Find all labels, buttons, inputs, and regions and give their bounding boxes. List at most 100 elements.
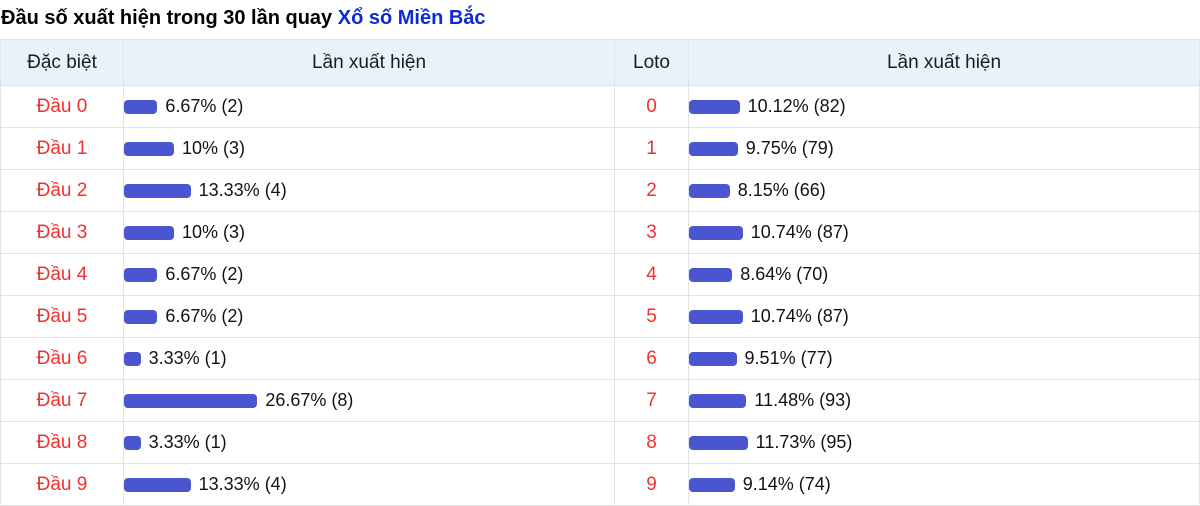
special-bar-cell: 6.67% (2) (123, 85, 615, 128)
special-label: Đầu 8 (0, 421, 124, 464)
table-row: Đầu 6 3.33% (1) 6 9.51% (77) (0, 337, 1200, 380)
loto-value: 10.12% (82) (747, 96, 846, 116)
special-value: 13.33% (4) (198, 474, 287, 494)
page-title: Đầu số xuất hiện trong 30 lần quay Xổ số… (1, 6, 1200, 30)
special-value: 6.67% (2) (165, 264, 244, 284)
loto-bar-cell: 10.74% (87) (688, 295, 1200, 338)
special-value: 3.33% (1) (148, 432, 227, 452)
loto-bar (689, 477, 735, 492)
loto-bar (689, 309, 743, 324)
special-bar (124, 99, 158, 114)
loto-value: 8.15% (66) (737, 180, 826, 200)
special-bar-cell: 13.33% (4) (123, 463, 615, 506)
special-value: 13.33% (4) (198, 180, 287, 200)
table-row: Đầu 7 26.67% (8) 7 11.48% (93) (0, 379, 1200, 422)
special-bar-cell: 13.33% (4) (123, 169, 615, 212)
loto-value: 9.14% (74) (742, 474, 831, 494)
special-bar (124, 225, 174, 240)
loto-bar-cell: 11.73% (95) (688, 421, 1200, 464)
special-value: 26.67% (8) (265, 390, 354, 410)
special-bar-cell: 3.33% (1) (123, 337, 615, 380)
loto-value: 9.51% (77) (744, 348, 833, 368)
loto-value: 10.74% (87) (750, 222, 849, 242)
loto-bar (689, 435, 748, 450)
loto-label: 6 (614, 337, 689, 380)
loto-label: 3 (614, 211, 689, 254)
loto-bar-cell: 10.12% (82) (688, 85, 1200, 128)
special-label: Đầu 1 (0, 127, 124, 170)
header-special: Đặc biệt (0, 39, 124, 86)
special-value: 10% (3) (182, 222, 246, 242)
loto-bar-cell: 9.75% (79) (688, 127, 1200, 170)
loto-bar (689, 183, 730, 198)
loto-value: 10.74% (87) (750, 306, 849, 326)
table-row: Đầu 0 6.67% (2) 0 10.12% (82) (0, 85, 1200, 128)
special-bar (124, 267, 158, 282)
special-bar-cell: 10% (3) (123, 211, 615, 254)
loto-value: 11.48% (93) (754, 390, 852, 410)
loto-bar-cell: 8.64% (70) (688, 253, 1200, 296)
loto-label: 8 (614, 421, 689, 464)
special-value: 6.67% (2) (165, 306, 244, 326)
loto-label: 0 (614, 85, 689, 128)
special-label: Đầu 4 (0, 253, 124, 296)
special-bar (124, 393, 258, 408)
statistics-table: Đặc biệt Lần xuất hiện Loto Lần xuất hiệ… (0, 39, 1200, 506)
loto-bar-cell: 10.74% (87) (688, 211, 1200, 254)
special-bar-cell: 26.67% (8) (123, 379, 615, 422)
table-row: Đầu 5 6.67% (2) 5 10.74% (87) (0, 295, 1200, 338)
loto-bar-cell: 9.51% (77) (688, 337, 1200, 380)
special-bar-cell: 6.67% (2) (123, 295, 615, 338)
special-label: Đầu 2 (0, 169, 124, 212)
page-title-text: Đầu số xuất hiện trong 30 lần quay (1, 7, 338, 29)
loto-label: 9 (614, 463, 689, 506)
table-row: Đầu 4 6.67% (2) 4 8.64% (70) (0, 253, 1200, 296)
special-value: 3.33% (1) (148, 348, 227, 368)
special-bar (124, 351, 141, 366)
loto-value: 8.64% (70) (740, 264, 829, 284)
special-bar-cell: 6.67% (2) (123, 253, 615, 296)
table-row: Đầu 1 10% (3) 1 9.75% (79) (0, 127, 1200, 170)
header-loto-occurrence: Lần xuất hiện (688, 39, 1200, 86)
special-label: Đầu 3 (0, 211, 124, 254)
loto-value: 9.75% (79) (745, 138, 834, 158)
special-label: Đầu 6 (0, 337, 124, 380)
header-special-occurrence: Lần xuất hiện (123, 39, 615, 86)
loto-value: 11.73% (95) (755, 432, 853, 452)
loto-bar (689, 225, 743, 240)
special-bar (124, 309, 158, 324)
special-bar (124, 435, 141, 450)
loto-label: 5 (614, 295, 689, 338)
special-label: Đầu 5 (0, 295, 124, 338)
table-row: Đầu 2 13.33% (4) 2 8.15% (66) (0, 169, 1200, 212)
special-bar (124, 141, 174, 156)
loto-bar (689, 99, 740, 114)
loto-label: 2 (614, 169, 689, 212)
special-label: Đầu 0 (0, 85, 124, 128)
special-bar-cell: 3.33% (1) (123, 421, 615, 464)
special-bar (124, 477, 191, 492)
table-row: Đầu 8 3.33% (1) 8 11.73% (95) (0, 421, 1200, 464)
loto-bar (689, 393, 747, 408)
table-row: Đầu 9 13.33% (4) 9 9.14% (74) (0, 463, 1200, 506)
loto-bar-cell: 11.48% (93) (688, 379, 1200, 422)
header-row: Đặc biệt Lần xuất hiện Loto Lần xuất hiệ… (0, 39, 1200, 86)
special-value: 6.67% (2) (165, 96, 244, 116)
loto-label: 7 (614, 379, 689, 422)
lottery-region-link[interactable]: Xổ số Miền Bắc (337, 7, 486, 29)
loto-bar (689, 267, 733, 282)
special-label: Đầu 9 (0, 463, 124, 506)
loto-label: 4 (614, 253, 689, 296)
loto-label: 1 (614, 127, 689, 170)
loto-bar (689, 351, 737, 366)
special-bar (124, 183, 191, 198)
table-row: Đầu 3 10% (3) 3 10.74% (87) (0, 211, 1200, 254)
loto-bar (689, 141, 738, 156)
loto-bar-cell: 8.15% (66) (688, 169, 1200, 212)
special-value: 10% (3) (182, 138, 246, 158)
loto-bar-cell: 9.14% (74) (688, 463, 1200, 506)
special-bar-cell: 10% (3) (123, 127, 615, 170)
header-loto: Loto (614, 39, 689, 86)
special-label: Đầu 7 (0, 379, 124, 422)
